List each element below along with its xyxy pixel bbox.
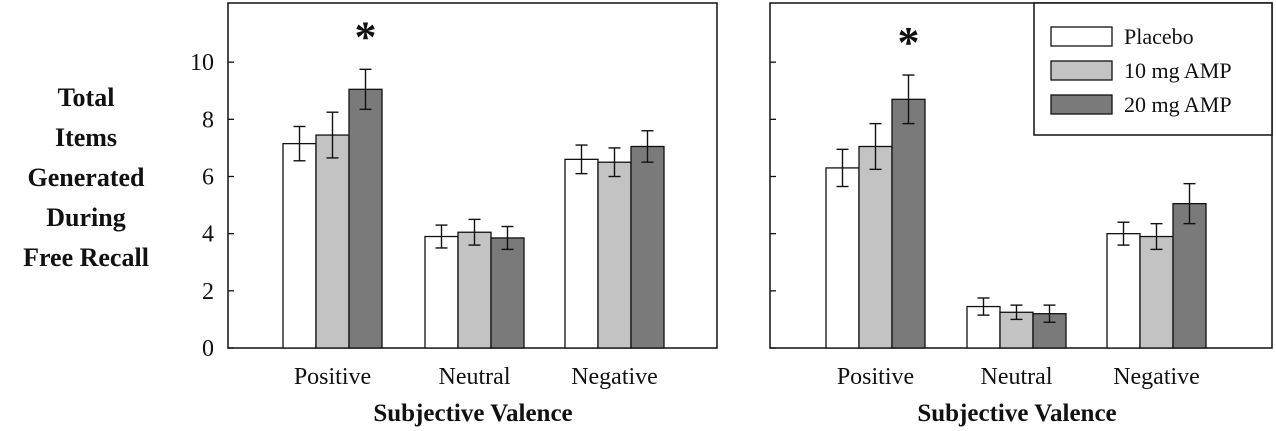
legend-label: Placebo xyxy=(1124,24,1194,49)
bar xyxy=(891,98,926,349)
x-tick-label: Negative xyxy=(1113,364,1200,390)
bar xyxy=(1139,235,1174,349)
bar xyxy=(490,237,525,349)
x-axis-label: Subjective Valence xyxy=(373,400,572,427)
bar xyxy=(630,145,665,349)
legend-swatch xyxy=(1050,94,1113,115)
bar xyxy=(348,88,383,349)
bar xyxy=(457,231,492,349)
y-tick-label: 10 xyxy=(190,50,214,76)
y-tick-label: 4 xyxy=(202,222,214,248)
x-tick-label: Neutral xyxy=(981,364,1053,390)
bar xyxy=(1172,203,1207,349)
bar xyxy=(564,158,599,349)
x-tick-label: Positive xyxy=(294,364,371,390)
bar xyxy=(1106,233,1141,349)
legend-label: 10 mg AMP xyxy=(1124,58,1232,83)
bar xyxy=(597,161,632,349)
bar xyxy=(282,142,317,349)
y-tick-label: 8 xyxy=(202,107,214,133)
chart-panel-2: Positive Neutral Negative * Subjective Valen… xyxy=(769,2,1273,427)
x-tick-label: Negative xyxy=(571,364,658,390)
bar xyxy=(858,145,893,349)
bar xyxy=(315,134,350,349)
x-axis-label: Subjective Valence xyxy=(917,400,1116,427)
y-axis-label-line: Total xyxy=(57,83,115,112)
legend-swatch xyxy=(1050,60,1113,81)
legend-label: 20 mg AMP xyxy=(1124,92,1232,117)
significance-asterisk: * xyxy=(898,18,920,67)
y-axis-label-line: Generated xyxy=(27,163,145,192)
y-tick-label: 0 xyxy=(202,336,214,362)
legend-swatch xyxy=(1050,26,1113,47)
y-tick-label: 2 xyxy=(202,279,214,305)
y-axis-label-line: Free Recall xyxy=(23,243,149,272)
chart-panel-1: 0 2 4 6 8 10 Positive Neutral Negative * Subjectiv… xyxy=(190,2,718,427)
bar xyxy=(825,167,860,349)
y-axis-label-line: During xyxy=(46,203,126,232)
y-tick-label: 6 xyxy=(202,165,214,191)
significance-asterisk: * xyxy=(355,12,377,61)
x-tick-label: Positive xyxy=(837,364,914,390)
y-axis-label: Total Items Generated During Free Recall xyxy=(0,78,172,278)
y-axis-label-line: Items xyxy=(54,123,118,152)
bar xyxy=(424,235,459,349)
legend: Placebo 10 mg AMP 20 mg AMP xyxy=(1033,2,1273,136)
x-tick-label: Neutral xyxy=(439,364,511,390)
